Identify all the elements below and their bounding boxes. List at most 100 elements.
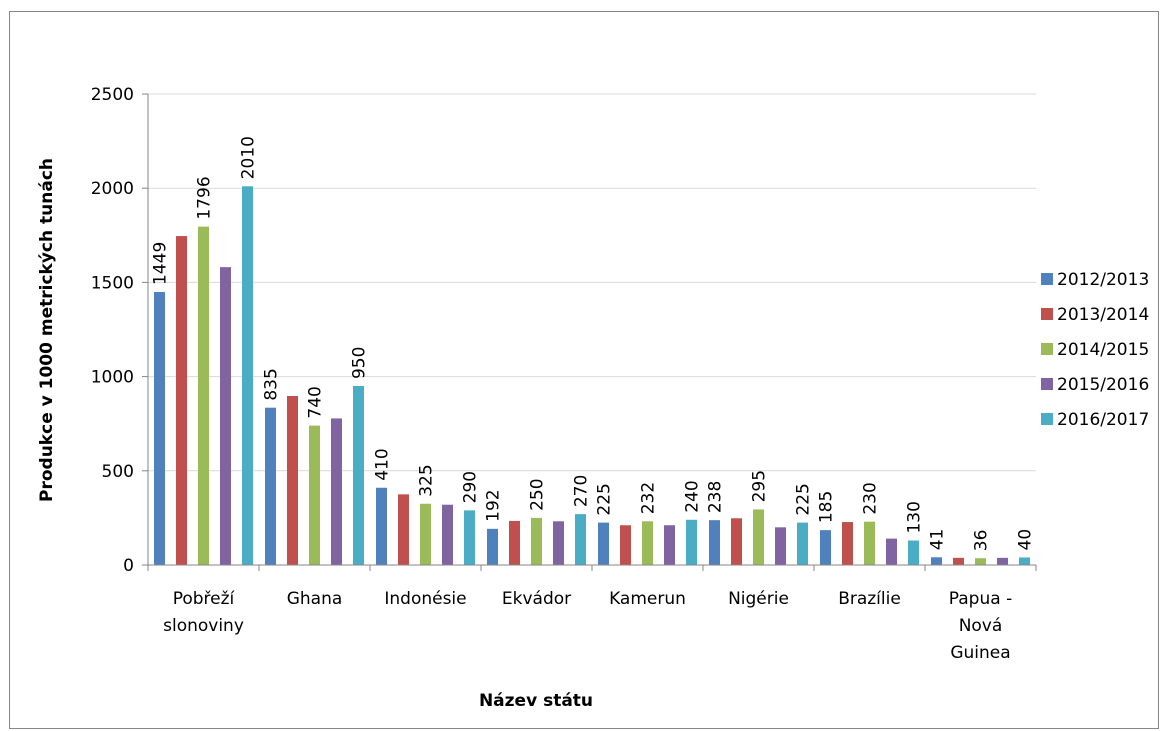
bar: [287, 396, 298, 565]
bar: [553, 521, 564, 565]
data-labels: 1449 835 410 192 225 238 185 41 1796 740 325 250 232…: [151, 136, 1036, 551]
bar: [531, 517, 542, 565]
y-tick-label: 1500: [91, 273, 134, 293]
category-label: Ghana: [287, 589, 343, 609]
legend-label: 2014/2015: [1057, 340, 1149, 360]
bar: [598, 522, 609, 565]
bar: [398, 494, 409, 565]
category-label: Pobřeží: [173, 589, 236, 609]
y-axis-title: Produkce v 1000 metrických tunách: [37, 158, 57, 502]
data-label: 232: [639, 482, 659, 514]
category-label: Brazílie: [838, 589, 901, 609]
bar: [265, 407, 276, 565]
bar: [864, 521, 875, 565]
y-axis-ticks: 0 500 1000 1500 2000 2500: [91, 85, 148, 576]
bar: [353, 386, 364, 565]
category-label: Nigérie: [728, 589, 789, 609]
data-label: 950: [350, 347, 370, 379]
legend-label: 2012/2013: [1057, 270, 1149, 290]
bar: [753, 509, 764, 565]
data-label: 192: [484, 489, 504, 521]
bar: [509, 520, 520, 565]
data-label: 250: [528, 478, 548, 510]
data-label: 41: [928, 529, 948, 551]
category-labels: Pobřeží slonoviny Ghana Indonésie Ekvádor Kam…: [163, 589, 1012, 663]
bar: [154, 292, 165, 565]
category-label: Indonésie: [384, 589, 466, 609]
data-label: 1796: [195, 176, 215, 219]
data-label: 230: [861, 482, 881, 514]
data-label: 185: [817, 491, 837, 523]
bar: [664, 525, 675, 565]
data-label: 225: [595, 483, 615, 515]
y-tick-label: 1000: [91, 368, 134, 388]
data-label: 225: [794, 483, 814, 515]
data-label: 740: [306, 386, 326, 418]
bar: [642, 521, 653, 565]
legend-swatch: [1041, 273, 1053, 285]
bar: [686, 519, 697, 565]
bar: [464, 510, 475, 565]
data-label: 325: [417, 464, 437, 496]
bar: [309, 425, 320, 565]
legend-swatch: [1041, 343, 1053, 355]
legend-swatch: [1041, 413, 1053, 425]
bar: [953, 557, 964, 565]
bar: [820, 530, 831, 565]
bar: [420, 503, 431, 565]
bar: [886, 538, 897, 565]
x-axis-title: Název státu: [479, 691, 593, 711]
bar: [220, 267, 231, 565]
bar: [975, 558, 986, 565]
bar: [620, 525, 631, 565]
bar: [709, 520, 720, 565]
bar: [442, 504, 453, 565]
category-label: Papua -: [949, 589, 1012, 609]
data-label: 290: [461, 471, 481, 503]
bar: [1019, 557, 1030, 565]
legend-label: 2016/2017: [1057, 410, 1149, 430]
bar: [575, 514, 586, 565]
data-label: 130: [905, 501, 925, 533]
category-label: Nová: [959, 616, 1003, 636]
data-label: 40: [1016, 529, 1036, 551]
bar: [997, 557, 1008, 565]
bar: [797, 522, 808, 565]
bar: [198, 226, 209, 565]
legend-swatch: [1041, 308, 1053, 320]
legend-label: 2015/2016: [1057, 375, 1149, 395]
bar: [931, 557, 942, 565]
data-label: 410: [373, 448, 393, 480]
bar: [908, 540, 919, 565]
bar: [487, 528, 498, 565]
bar: [775, 527, 786, 565]
data-label: 2010: [239, 136, 259, 179]
category-label: slonoviny: [163, 616, 244, 636]
y-tick-label: 500: [102, 462, 134, 482]
bar: [731, 518, 742, 565]
bar: [842, 522, 853, 565]
bar: [242, 186, 253, 566]
bar: [331, 418, 342, 565]
gridlines: [148, 93, 1036, 472]
category-label: Kamerun: [609, 589, 686, 609]
y-tick-label: 0: [123, 556, 134, 576]
bar: [376, 487, 387, 565]
data-label: 295: [750, 470, 770, 502]
legend-label: 2013/2014: [1057, 305, 1149, 325]
category-label: Guinea: [950, 643, 1010, 663]
data-label: 270: [572, 475, 592, 507]
category-label: Ekvádor: [502, 589, 571, 609]
y-tick-label: 2000: [91, 179, 134, 199]
bar: [176, 236, 187, 566]
x-axis: [147, 94, 1037, 571]
data-label: 36: [972, 530, 992, 552]
data-label: 238: [706, 481, 726, 513]
data-label: 835: [262, 368, 282, 400]
data-label: 240: [683, 480, 703, 512]
y-tick-label: 2500: [91, 85, 134, 105]
legend-swatch: [1041, 378, 1053, 390]
data-label: 1449: [151, 242, 171, 285]
legend: 2012/2013 2013/2014 2014/2015 2015/2016 2016…: [1041, 270, 1149, 430]
